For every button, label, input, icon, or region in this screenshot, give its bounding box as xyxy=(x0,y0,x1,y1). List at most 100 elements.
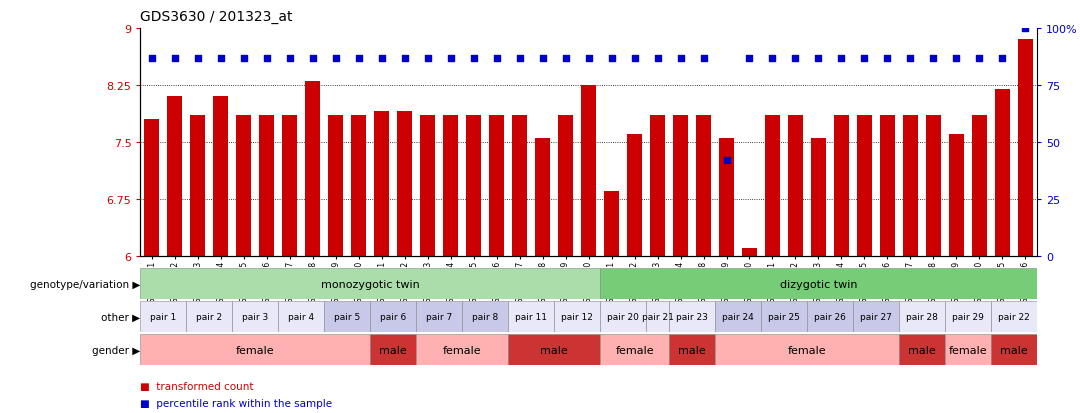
Text: pair 21: pair 21 xyxy=(642,313,674,321)
Bar xyxy=(328,116,343,256)
Point xyxy=(327,55,345,62)
Point xyxy=(144,55,161,62)
Text: female: female xyxy=(616,345,653,355)
Bar xyxy=(190,116,205,256)
Text: pair 26: pair 26 xyxy=(814,313,846,321)
Bar xyxy=(370,301,416,332)
Point xyxy=(672,55,689,62)
Point xyxy=(694,55,712,62)
Bar xyxy=(807,301,853,332)
Point xyxy=(924,55,942,62)
Text: pair 25: pair 25 xyxy=(768,313,800,321)
Text: pair 27: pair 27 xyxy=(860,313,892,321)
Text: pair 8: pair 8 xyxy=(472,313,498,321)
Point xyxy=(465,55,483,62)
Bar xyxy=(370,335,416,366)
Point xyxy=(994,55,1011,62)
Point xyxy=(603,55,620,62)
Text: pair 5: pair 5 xyxy=(334,313,361,321)
Text: pair 11: pair 11 xyxy=(515,313,548,321)
Text: pair 28: pair 28 xyxy=(906,313,937,321)
Point xyxy=(396,55,414,62)
Text: pair 4: pair 4 xyxy=(288,313,314,321)
Text: female: female xyxy=(787,345,826,355)
Bar xyxy=(351,116,366,256)
Text: pair 1: pair 1 xyxy=(150,313,176,321)
Text: pair 12: pair 12 xyxy=(562,313,593,321)
Bar xyxy=(856,116,872,256)
Point xyxy=(948,55,966,62)
Bar xyxy=(145,120,160,256)
Text: dizygotic twin: dizygotic twin xyxy=(780,279,858,289)
Point xyxy=(534,55,551,62)
Bar xyxy=(742,249,757,256)
Bar xyxy=(995,90,1010,256)
Text: pair 24: pair 24 xyxy=(723,313,754,321)
Bar xyxy=(512,116,527,256)
Bar xyxy=(279,301,324,332)
Point xyxy=(557,55,575,62)
Bar xyxy=(282,116,297,256)
Bar xyxy=(990,301,1037,332)
Bar xyxy=(673,116,688,256)
Bar xyxy=(669,301,715,332)
Bar xyxy=(509,335,600,366)
Bar xyxy=(834,116,849,256)
Point xyxy=(166,55,184,62)
Bar xyxy=(306,82,321,256)
Point xyxy=(718,157,735,164)
Bar xyxy=(600,335,669,366)
Point xyxy=(189,55,206,62)
Point xyxy=(580,55,597,62)
Bar xyxy=(462,301,509,332)
Bar xyxy=(397,112,413,256)
Bar xyxy=(536,139,550,256)
Bar xyxy=(926,116,941,256)
Bar xyxy=(489,116,504,256)
Point xyxy=(764,55,781,62)
Bar xyxy=(509,301,554,332)
Bar xyxy=(600,301,646,332)
Text: GDS3630 / 201323_at: GDS3630 / 201323_at xyxy=(140,10,293,24)
Text: male: male xyxy=(379,345,407,355)
Point xyxy=(488,55,505,62)
Bar xyxy=(554,301,600,332)
Point xyxy=(350,55,367,62)
Text: male: male xyxy=(540,345,568,355)
Point xyxy=(626,55,644,62)
Text: gender ▶: gender ▶ xyxy=(92,345,140,355)
Text: other ▶: other ▶ xyxy=(102,312,140,322)
Bar xyxy=(604,192,619,256)
Point xyxy=(442,55,459,62)
Text: male: male xyxy=(678,345,706,355)
Point xyxy=(235,55,253,62)
Bar xyxy=(187,301,232,332)
Text: ■  percentile rank within the sample: ■ percentile rank within the sample xyxy=(140,398,333,408)
Bar xyxy=(853,301,899,332)
Bar xyxy=(1017,40,1032,256)
Bar xyxy=(600,268,1037,299)
Text: male: male xyxy=(1000,345,1028,355)
Bar xyxy=(232,301,279,332)
Text: pair 22: pair 22 xyxy=(998,313,1029,321)
Bar xyxy=(420,116,435,256)
Point xyxy=(833,55,850,62)
Text: monozygotic twin: monozygotic twin xyxy=(321,279,420,289)
Text: genotype/variation ▶: genotype/variation ▶ xyxy=(30,279,140,289)
Bar xyxy=(945,335,990,366)
Bar xyxy=(899,301,945,332)
Bar xyxy=(696,116,711,256)
Text: female: female xyxy=(948,345,987,355)
Bar xyxy=(715,335,899,366)
Text: male: male xyxy=(908,345,935,355)
Bar xyxy=(375,112,389,256)
Bar xyxy=(324,301,370,332)
Bar xyxy=(972,116,987,256)
Text: pair 7: pair 7 xyxy=(427,313,453,321)
Bar xyxy=(140,335,370,366)
Bar xyxy=(719,139,734,256)
Bar xyxy=(880,116,895,256)
Point xyxy=(741,55,758,62)
Text: female: female xyxy=(443,345,482,355)
Bar xyxy=(811,139,826,256)
